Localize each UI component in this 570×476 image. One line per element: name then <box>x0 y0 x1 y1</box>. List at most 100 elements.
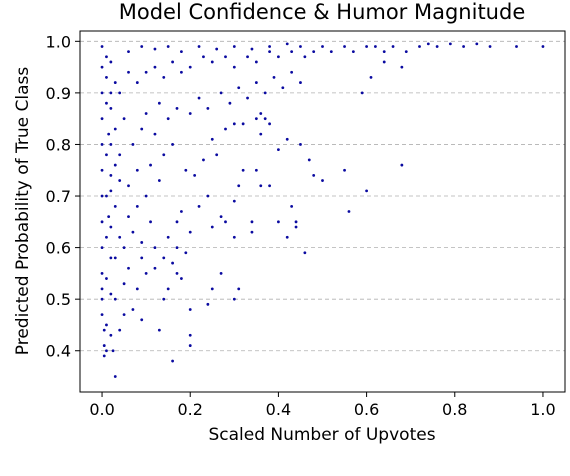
data-point <box>162 297 166 301</box>
data-point <box>105 235 108 239</box>
x-tick-label: 0.2 <box>178 400 203 419</box>
data-point <box>113 297 117 301</box>
data-point <box>404 50 408 54</box>
y-tick-label: 0.7 <box>46 187 71 206</box>
data-point <box>184 168 188 172</box>
data-point <box>268 45 271 48</box>
data-point <box>122 246 126 250</box>
data-point <box>277 148 280 152</box>
data-point <box>166 117 170 121</box>
data-point <box>219 91 223 95</box>
data-point <box>254 60 258 64</box>
data-point <box>193 174 197 177</box>
x-tick-label: 0.0 <box>89 400 114 419</box>
data-point <box>188 333 192 337</box>
data-point <box>400 65 404 69</box>
data-point <box>475 42 479 46</box>
data-point <box>268 122 271 126</box>
data-point <box>188 112 192 115</box>
data-point <box>135 168 139 172</box>
data-point <box>171 261 174 265</box>
data-point <box>188 308 192 311</box>
data-point <box>237 287 241 291</box>
data-point <box>382 60 386 64</box>
y-tick-label: 0.8 <box>46 135 71 154</box>
data-point <box>153 47 157 51</box>
data-point <box>232 235 236 239</box>
data-point <box>303 55 307 59</box>
data-point <box>206 106 210 110</box>
x-axis-label: Scaled Number of Upvotes <box>208 425 435 445</box>
data-point <box>144 271 148 275</box>
data-point <box>285 235 289 239</box>
data-point <box>105 349 108 353</box>
data-point <box>153 266 157 270</box>
data-point <box>197 96 201 100</box>
y-axis-label: Predicted Probability of True Class <box>13 67 33 356</box>
data-point <box>157 101 161 105</box>
data-point <box>188 65 192 69</box>
data-point <box>166 287 170 291</box>
data-point <box>118 328 122 332</box>
data-point <box>135 81 139 84</box>
data-point <box>541 45 545 48</box>
data-point <box>290 204 294 208</box>
data-point <box>109 174 113 177</box>
data-point <box>254 117 258 121</box>
data-point <box>254 168 258 172</box>
data-point <box>122 313 126 317</box>
data-point <box>113 375 117 378</box>
data-point <box>109 91 113 95</box>
data-point <box>109 333 113 337</box>
data-point <box>277 55 280 59</box>
data-points <box>100 42 545 378</box>
data-point <box>224 127 227 131</box>
data-point <box>140 318 144 322</box>
data-point <box>162 256 166 260</box>
grid-lines <box>80 40 565 352</box>
data-point <box>299 143 302 146</box>
data-point <box>175 246 179 250</box>
data-point <box>180 50 183 54</box>
data-point <box>246 55 249 59</box>
data-point <box>369 76 373 79</box>
data-point <box>277 220 280 224</box>
data-point <box>259 132 263 136</box>
data-point <box>219 215 223 219</box>
data-point <box>448 42 452 46</box>
data-point <box>254 81 258 84</box>
data-point <box>153 132 157 136</box>
data-point <box>105 153 108 157</box>
data-point <box>100 91 104 95</box>
data-point <box>210 287 214 291</box>
data-point <box>250 220 254 224</box>
data-point <box>135 204 139 208</box>
data-point <box>100 313 104 317</box>
data-point <box>100 117 104 121</box>
data-point <box>351 50 355 54</box>
data-point <box>102 344 106 347</box>
data-point <box>105 194 108 198</box>
data-point <box>224 220 227 224</box>
x-tick-label: 0.8 <box>442 400 467 419</box>
data-point <box>157 328 161 332</box>
data-point <box>285 137 289 141</box>
y-ticks: 0.4 0.5 0.6 0.7 0.8 0.9 1.0 <box>46 32 80 361</box>
data-point <box>153 65 157 69</box>
data-point <box>426 42 430 46</box>
data-point <box>197 45 201 48</box>
data-point <box>259 112 263 115</box>
data-point <box>113 163 117 167</box>
data-point <box>188 344 192 347</box>
data-point <box>144 70 148 74</box>
data-point <box>171 60 174 64</box>
data-point <box>215 153 219 157</box>
data-point <box>109 60 113 64</box>
data-point <box>347 210 351 213</box>
data-point <box>343 168 346 172</box>
data-point <box>175 106 179 110</box>
data-point <box>131 230 135 234</box>
data-point <box>382 50 386 54</box>
data-point <box>206 302 210 306</box>
data-point <box>171 143 174 146</box>
